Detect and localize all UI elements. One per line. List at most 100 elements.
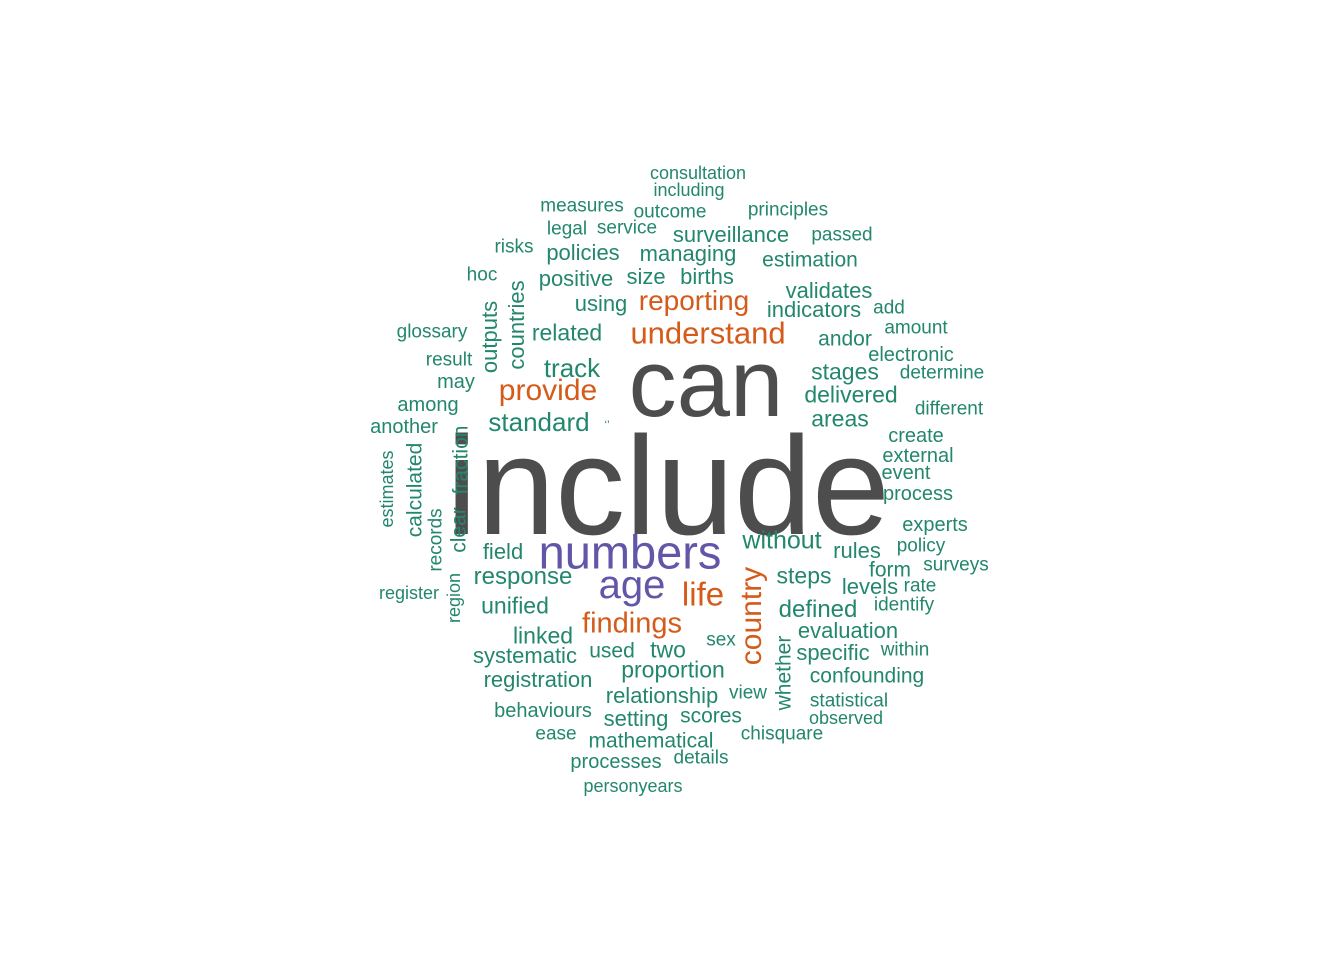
word-different: different bbox=[914, 398, 984, 420]
word-experts: experts bbox=[902, 514, 968, 536]
word-amount: amount bbox=[884, 317, 948, 339]
word-surveillance: surveillance bbox=[672, 222, 790, 247]
word-register: register bbox=[378, 583, 440, 603]
word-details: details bbox=[673, 747, 729, 769]
word-add: add bbox=[873, 297, 905, 319]
word-standard: standard bbox=[488, 407, 590, 437]
word-proportion: proportion bbox=[621, 656, 725, 683]
word-scores: scores bbox=[680, 704, 742, 728]
word-including: including bbox=[653, 180, 725, 200]
word-levels: levels bbox=[841, 574, 899, 599]
word-create: create bbox=[888, 425, 944, 447]
word-result: result bbox=[425, 349, 473, 371]
word-behaviours: behaviours bbox=[494, 700, 592, 722]
word-registration: registration bbox=[483, 667, 593, 692]
word-used: used bbox=[589, 639, 635, 663]
word-hoc: hoc bbox=[466, 264, 498, 286]
word-records: records bbox=[425, 508, 447, 572]
word-indicators: indicators bbox=[766, 297, 862, 322]
word-legal: legal bbox=[546, 218, 588, 240]
word-measures: measures bbox=[540, 195, 624, 217]
word-view: view bbox=[728, 682, 768, 704]
word-chisquare: chisquare bbox=[740, 723, 824, 745]
word-unified: unified bbox=[481, 592, 549, 619]
word-using: using bbox=[574, 291, 628, 316]
word-electronic: electronic bbox=[868, 344, 954, 366]
word-specific: specific bbox=[796, 640, 870, 665]
word-statistical: statistical bbox=[809, 690, 889, 712]
word-areas: areas bbox=[811, 405, 869, 432]
word-event: event bbox=[881, 462, 931, 484]
word-observed: observed bbox=[808, 708, 884, 728]
word-steps: steps bbox=[776, 562, 832, 589]
word-linked: linked bbox=[512, 622, 574, 649]
word-form: form bbox=[869, 558, 911, 582]
word-reporting: reporting bbox=[638, 285, 750, 316]
word-positive: positive bbox=[538, 266, 614, 291]
word-determine: determine bbox=[899, 362, 985, 384]
word-mathematical: mathematical bbox=[588, 729, 714, 753]
word-ease: ease bbox=[535, 723, 577, 745]
word-estimation: estimation bbox=[762, 248, 858, 272]
word-andor: andor bbox=[818, 327, 872, 351]
word-among: among bbox=[397, 394, 459, 416]
word-identify: identify bbox=[873, 594, 935, 616]
word-life: life bbox=[681, 575, 725, 613]
word-validates: validates bbox=[785, 278, 873, 303]
word-clear: clear bbox=[447, 507, 471, 553]
word-two: two bbox=[650, 636, 686, 663]
word-size: size bbox=[626, 264, 666, 289]
word-without: without bbox=[742, 526, 822, 555]
word-countries: countries bbox=[504, 280, 529, 370]
word-findings: findings bbox=[582, 607, 682, 640]
word-track: track bbox=[543, 353, 601, 383]
word-rate: rate bbox=[903, 575, 937, 597]
word-passed: passed bbox=[811, 224, 873, 246]
word-provide: provide bbox=[498, 374, 598, 407]
word-births: births bbox=[680, 264, 734, 289]
word-whether: whether bbox=[772, 635, 796, 711]
word-policies: policies bbox=[546, 240, 620, 265]
word-evaluation: evaluation bbox=[797, 618, 899, 643]
word-principles: principles bbox=[747, 199, 829, 221]
word-fraction: fraction bbox=[449, 425, 473, 495]
word-relationship: relationship bbox=[605, 683, 719, 708]
word-rules: rules bbox=[833, 538, 881, 563]
word-region: region bbox=[444, 572, 464, 624]
word-service: service bbox=[596, 217, 658, 239]
word-country: country bbox=[735, 566, 768, 666]
word-setting: setting bbox=[603, 706, 669, 731]
word-surveys: surveys bbox=[923, 554, 989, 576]
word-quote-mark: ‘’ bbox=[604, 418, 610, 432]
word-confounding: confounding bbox=[809, 664, 925, 688]
word-managing: managing bbox=[639, 241, 737, 266]
word-another: another bbox=[370, 416, 438, 438]
word-processes: processes bbox=[570, 751, 662, 773]
word-risks: risks bbox=[494, 236, 534, 258]
word-outcome: outcome bbox=[633, 201, 707, 223]
word-numbers: numbers bbox=[538, 525, 722, 579]
word-age: age bbox=[598, 563, 666, 607]
word-glossary: glossary bbox=[396, 321, 468, 343]
word-may: may bbox=[437, 371, 475, 393]
word-personyears: personyears bbox=[583, 776, 683, 796]
word-delivered: delivered bbox=[804, 381, 898, 408]
word-stages: stages bbox=[811, 358, 879, 385]
word-calculated: calculated bbox=[403, 442, 427, 538]
word-policy: policy bbox=[896, 535, 946, 557]
word-include: include bbox=[446, 407, 890, 564]
word-consultation: consultation bbox=[649, 163, 747, 183]
word-field: field bbox=[482, 539, 524, 564]
word-within: within bbox=[880, 639, 930, 661]
word-understand: understand bbox=[630, 315, 786, 351]
word-systematic: systematic bbox=[473, 643, 577, 668]
word-defined: defined bbox=[778, 596, 858, 623]
word-outputs: outputs bbox=[477, 300, 502, 374]
word-response: response bbox=[473, 563, 573, 590]
word-process: process bbox=[882, 483, 954, 505]
word-can: can bbox=[628, 330, 784, 437]
word-external: external bbox=[882, 445, 954, 467]
word-sex: sex bbox=[706, 629, 736, 651]
word-estimates: estimates bbox=[377, 450, 397, 528]
